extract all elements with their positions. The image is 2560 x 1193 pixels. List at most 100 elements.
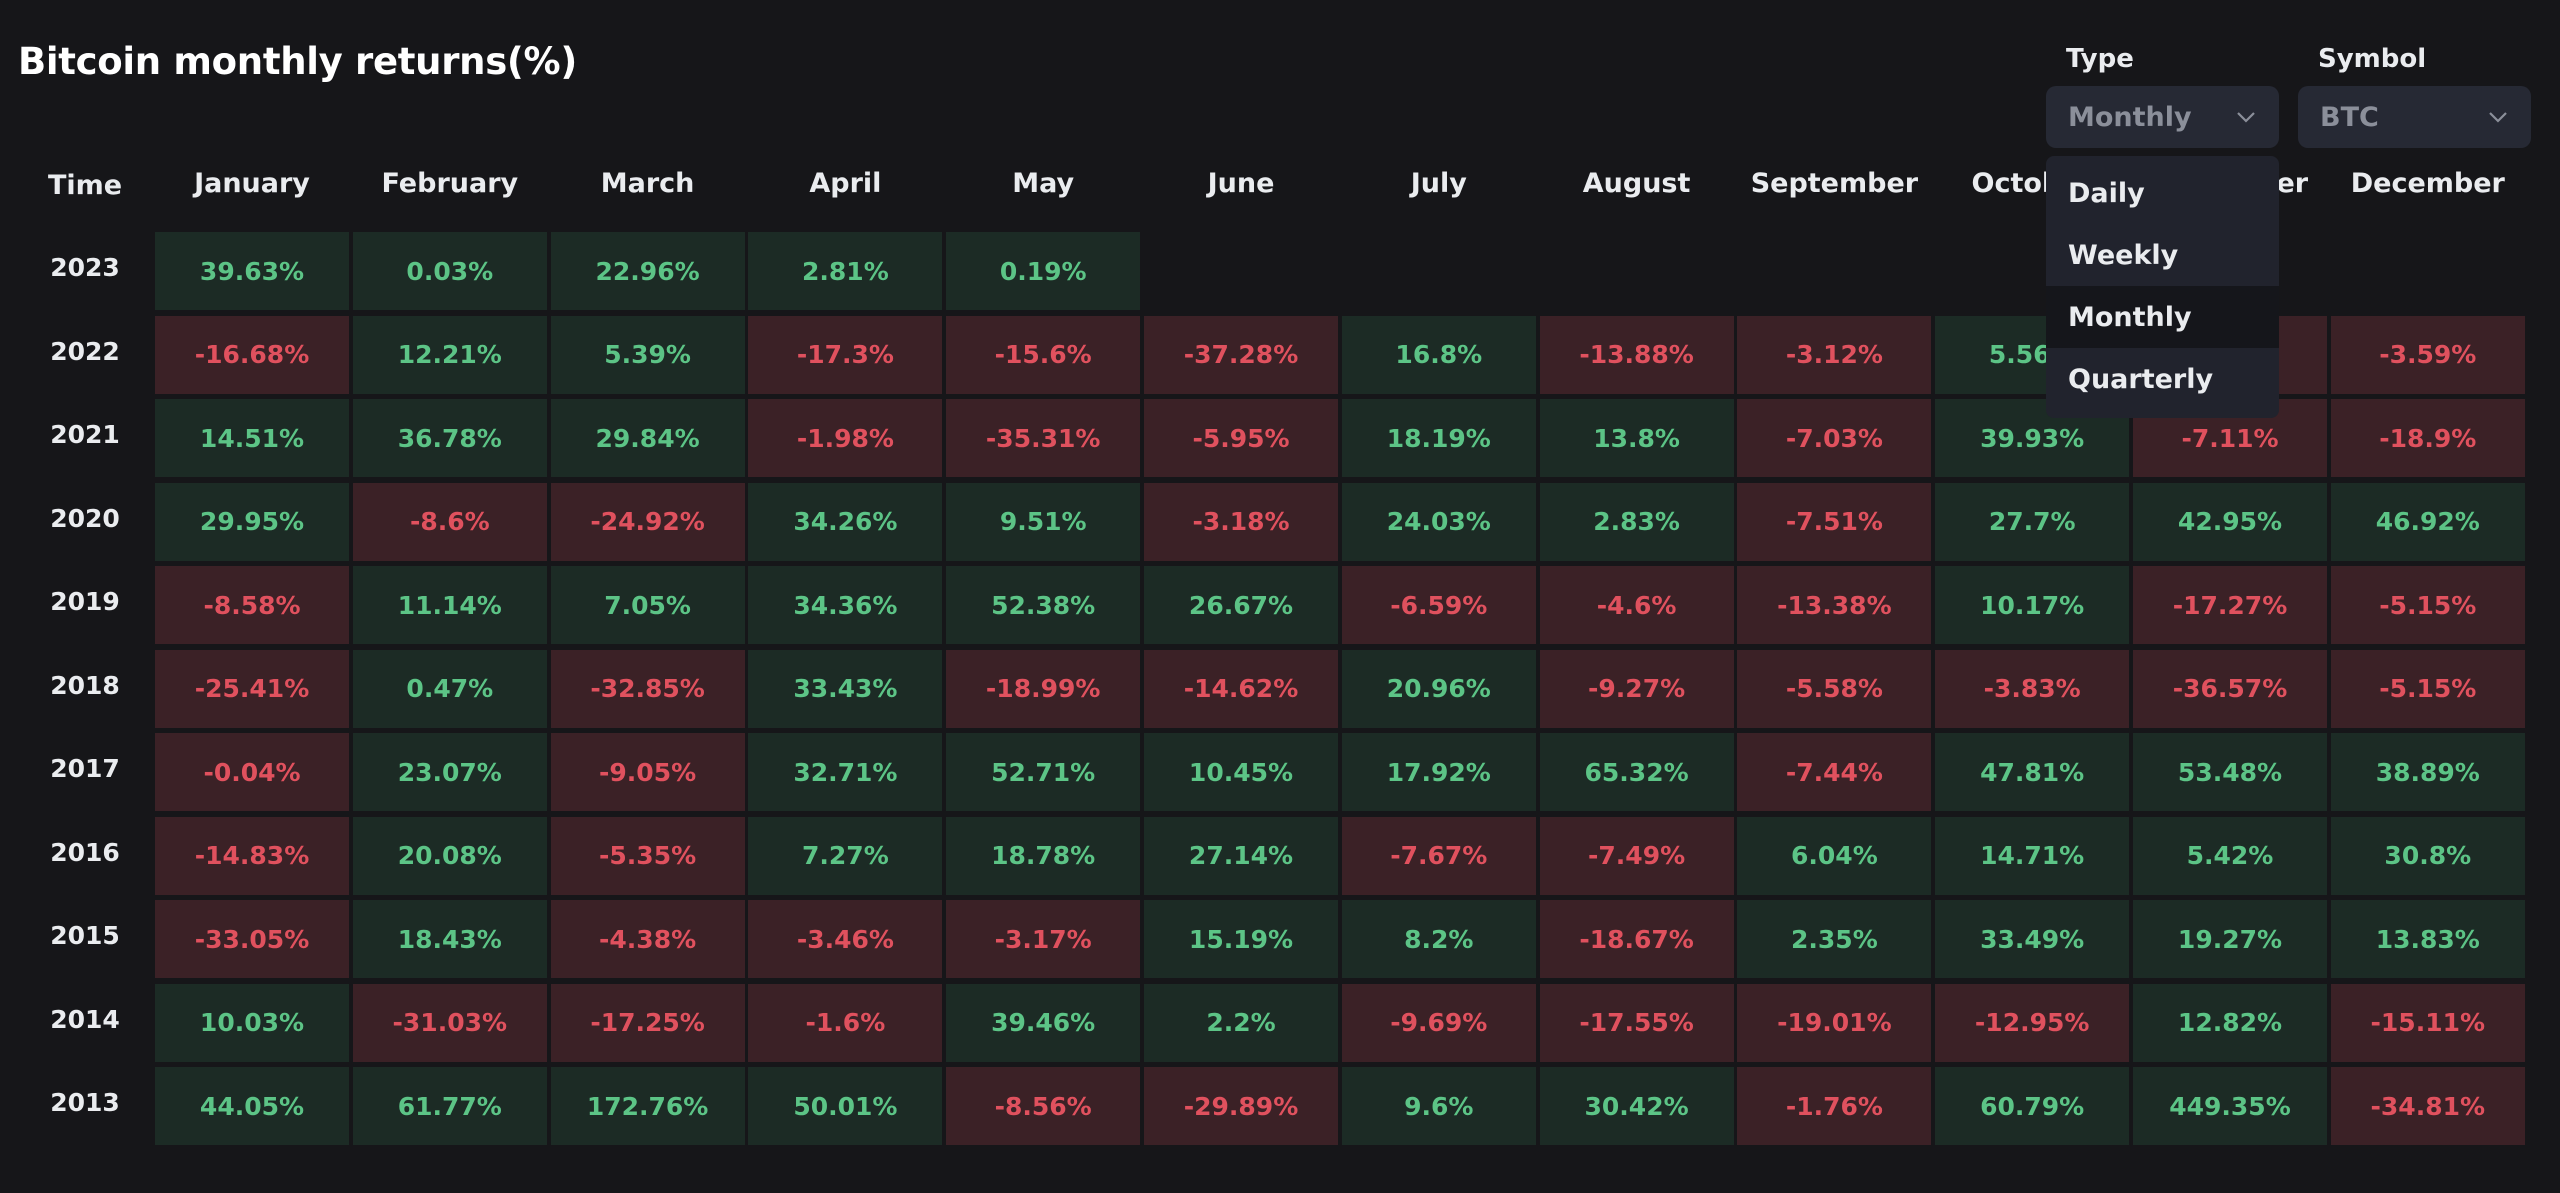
return-cell: 60.79% (1935, 1067, 2130, 1145)
return-cell: 19.27% (2133, 900, 2327, 978)
return-cell: 5.39% (550, 315, 745, 394)
dropdown-option-daily[interactable]: Daily (2068, 177, 2145, 209)
month-header-february: February (381, 168, 519, 199)
return-cell: 0.03% (352, 232, 547, 310)
return-cell: 6.04% (1737, 816, 1932, 895)
return-cell: 32.71% (748, 733, 943, 811)
return-cell: 33.49% (1935, 900, 2130, 978)
return-cell: 11.14% (352, 566, 547, 644)
return-cell: -3.46% (748, 900, 943, 978)
return-cell: 38.89% (2330, 733, 2525, 811)
return-cell: -8.56% (946, 1067, 1141, 1145)
return-cell: -17.55% (1539, 983, 1734, 1062)
return-cell: -18.67% (1539, 900, 1734, 978)
row-year-label: 2014 (50, 1004, 120, 1034)
return-cell: 5.42% (2133, 816, 2327, 895)
return-cell: 34.36% (748, 566, 943, 644)
month-header-august: August (1582, 168, 1691, 199)
row-year-label: 2015 (50, 921, 120, 950)
return-cell: 47.81% (1935, 733, 2130, 811)
return-cell: 10.03% (155, 983, 349, 1062)
return-cell: -1.76% (1737, 1067, 1932, 1145)
return-cell: 13.83% (2330, 900, 2525, 978)
return-cell: 15.19% (1144, 900, 1338, 978)
return-cell: -13.88% (1539, 315, 1734, 394)
return-cell: -5.15% (2330, 566, 2525, 644)
row-year-label: 2013 (50, 1088, 120, 1117)
return-cell: -29.89% (1144, 1067, 1338, 1145)
return-cell: 26.67% (1144, 566, 1338, 644)
return-cell: 42.95% (2133, 482, 2327, 561)
return-cell: 9.6% (1341, 1067, 1536, 1145)
return-cell: 7.27% (748, 816, 943, 895)
return-cell: -4.6% (1539, 566, 1734, 644)
return-cell: 0.19% (946, 232, 1141, 310)
return-cell: 2.35% (1737, 900, 1932, 978)
return-cell: 24.03% (1341, 482, 1536, 561)
return-cell: 29.95% (155, 482, 349, 561)
dropdown-option-weekly[interactable]: Weekly (2068, 239, 2179, 271)
return-cell: 0.47% (352, 649, 547, 728)
return-cell: -7.49% (1539, 816, 1734, 895)
month-header-april: April (809, 168, 882, 199)
return-cell: -5.35% (550, 816, 745, 895)
return-cell: -8.6% (352, 482, 547, 561)
return-cell: -0.04% (155, 733, 349, 811)
return-cell: 27.7% (1935, 482, 2130, 561)
return-cell: -6.59% (1341, 566, 1536, 644)
return-cell: 53.48% (2133, 733, 2327, 811)
return-cell: 30.42% (1539, 1067, 1734, 1145)
page-title: Bitcoin monthly returns(%) (18, 40, 577, 83)
type-select-value: Monthly (2068, 101, 2192, 133)
chevron-down-icon (2237, 112, 2255, 123)
return-cell: -14.62% (1144, 649, 1338, 728)
return-cell: -13.38% (1737, 566, 1932, 644)
return-cell: -3.59% (2330, 315, 2525, 394)
return-cell: 34.26% (748, 482, 943, 561)
return-cell: -8.58% (155, 566, 349, 644)
dropdown-option-monthly[interactable]: Monthly (2046, 286, 2279, 348)
dropdown-option-quarterly[interactable]: Quarterly (2068, 363, 2214, 395)
return-cell: -9.27% (1539, 649, 1734, 728)
row-year-label: 2016 (50, 837, 120, 867)
return-cell: 27.14% (1144, 816, 1338, 895)
type-select[interactable]: Monthly (2046, 86, 2279, 148)
return-cell: -15.6% (946, 315, 1141, 394)
return-cell: -4.38% (550, 900, 745, 978)
row-year-label: 2021 (50, 420, 120, 449)
return-cell: -12.95% (1935, 983, 2130, 1062)
return-cell: 44.05% (155, 1067, 349, 1145)
return-cell: 29.84% (550, 399, 745, 477)
return-cell: -1.98% (748, 399, 943, 477)
month-header-june: June (1207, 168, 1275, 199)
return-cell: 65.32% (1539, 733, 1734, 811)
return-cell: -3.12% (1737, 315, 1932, 394)
return-cell: -17.27% (2133, 566, 2327, 644)
return-cell: -5.15% (2330, 649, 2525, 728)
row-year-label: 2022 (50, 336, 120, 366)
month-header-march: March (600, 168, 695, 199)
month-header-december: December (2350, 168, 2505, 199)
return-cell: -17.3% (748, 315, 943, 394)
month-header-january: January (194, 168, 310, 199)
return-cell: -3.18% (1144, 482, 1338, 561)
symbol-label: Symbol (2318, 44, 2427, 74)
return-cell: 30.8% (2330, 816, 2525, 895)
return-cell: -18.99% (946, 649, 1141, 728)
month-header-july: July (1410, 168, 1467, 199)
symbol-select[interactable]: BTC (2298, 86, 2531, 148)
row-year-label: 2023 (50, 253, 120, 282)
return-cell: 172.76% (550, 1067, 745, 1145)
return-cell: 12.21% (352, 315, 547, 394)
row-year-label: 2020 (50, 503, 120, 533)
return-cell: -36.57% (2133, 649, 2327, 728)
return-cell: -15.11% (2330, 983, 2525, 1062)
return-cell: 2.81% (748, 232, 943, 310)
return-cell: 9.51% (946, 482, 1141, 561)
return-cell: -14.83% (155, 816, 349, 895)
chevron-down-icon (2489, 112, 2507, 123)
return-cell: -35.31% (946, 399, 1141, 477)
return-cell: 52.38% (946, 566, 1141, 644)
return-cell: 39.46% (946, 983, 1141, 1062)
return-cell: -3.17% (946, 900, 1141, 978)
